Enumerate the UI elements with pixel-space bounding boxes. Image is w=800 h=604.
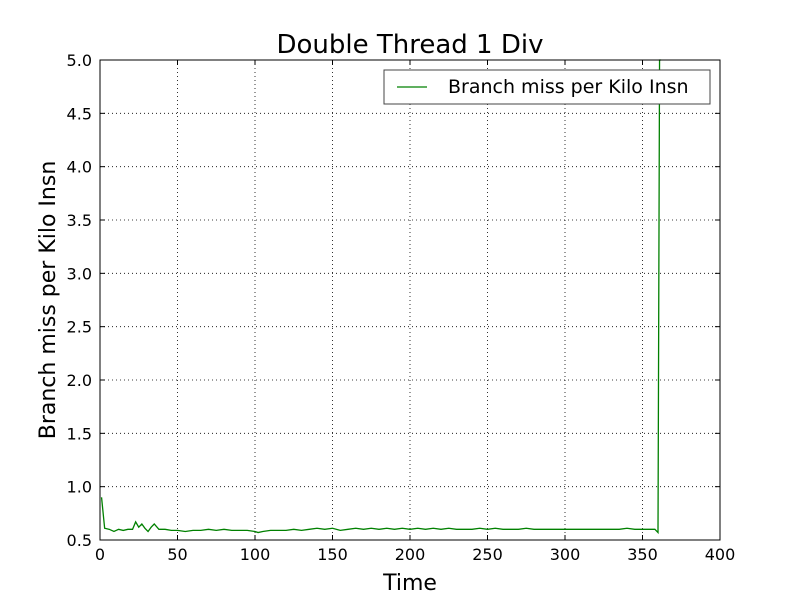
y-tick-label: 4.0 — [67, 158, 92, 177]
x-tick-label: 300 — [550, 545, 581, 564]
y-axis-label: Branch miss per Kilo Insn — [36, 161, 61, 440]
y-tick-label: 2.0 — [67, 371, 92, 390]
legend: Branch miss per Kilo Insn — [383, 69, 711, 105]
y-tick-label: 1.0 — [67, 478, 92, 497]
x-tick-label: 200 — [395, 545, 426, 564]
y-tick-label: 3.0 — [67, 264, 92, 283]
y-tick-label: 1.5 — [67, 424, 92, 443]
x-tick-label: 100 — [240, 545, 271, 564]
x-tick-label: 250 — [472, 545, 503, 564]
ticks: 0 50 100 150 200 250 300 350 400 0.5 1.0 1.5 2.0 2.5 3… — [67, 51, 736, 564]
x-tick-label: 50 — [167, 545, 187, 564]
y-tick-label: 3.5 — [67, 211, 92, 230]
x-tick-label: 400 — [705, 545, 736, 564]
x-tick-label: 350 — [627, 545, 658, 564]
y-tick-label: 2.5 — [67, 318, 92, 337]
series-line — [100, 59, 662, 535]
x-axis-label: Time — [382, 571, 437, 596]
legend-box — [383, 69, 711, 105]
y-tick-label: 5.0 — [67, 51, 92, 70]
chart-title: Double Thread 1 Div — [276, 30, 543, 60]
grid — [99, 59, 721, 541]
x-tick-label: 0 — [95, 545, 105, 564]
y-tick-label: 4.5 — [67, 104, 92, 123]
legend-label: Branch miss per Kilo Insn — [448, 76, 689, 98]
series-layer — [100, 59, 662, 535]
y-tick-label: 0.5 — [67, 531, 92, 550]
x-tick-label: 150 — [317, 545, 348, 564]
